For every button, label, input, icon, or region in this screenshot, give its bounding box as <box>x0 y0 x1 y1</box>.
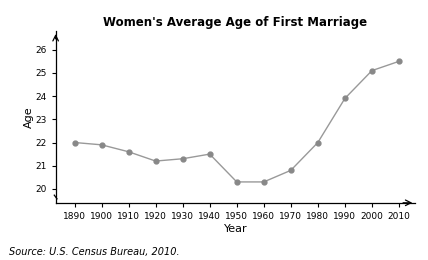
Y-axis label: Age: Age <box>24 106 34 128</box>
Title: Women's Average Age of First Marriage: Women's Average Age of First Marriage <box>103 16 368 29</box>
Text: Source: U.S. Census Bureau, 2010.: Source: U.S. Census Bureau, 2010. <box>9 248 179 257</box>
X-axis label: Year: Year <box>223 224 247 233</box>
